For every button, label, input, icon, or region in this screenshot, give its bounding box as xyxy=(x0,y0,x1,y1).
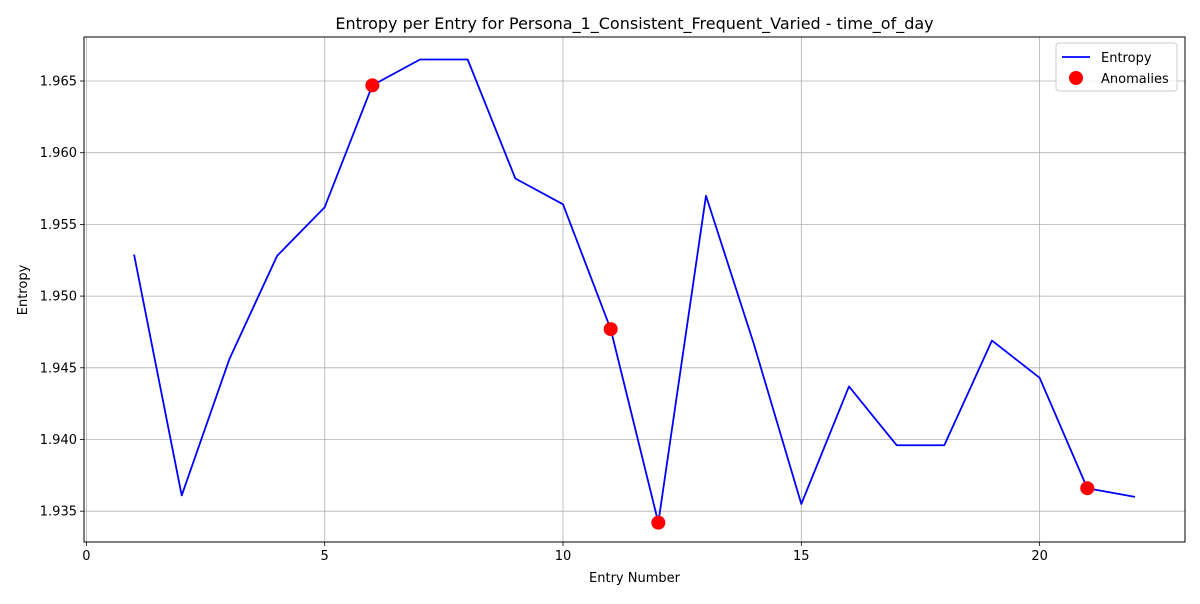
x-axis-label: Entry Number xyxy=(589,571,681,586)
entropy-series-line xyxy=(133,58,1136,524)
legend: Entropy Anomalies xyxy=(1055,42,1178,92)
legend-anomalies-label: Anomalies xyxy=(1101,72,1169,87)
grid-layer xyxy=(84,37,1185,542)
anomaly-point xyxy=(1080,481,1095,496)
series-layer xyxy=(133,58,1136,530)
y-axis-label: Entropy xyxy=(16,264,31,315)
x-tick-label: 5 xyxy=(321,549,329,564)
legend-entropy-label: Entropy xyxy=(1101,51,1152,66)
y-tick-label: 1.940 xyxy=(40,433,77,448)
chart-title: Entropy per Entry for Persona_1_Consiste… xyxy=(335,14,933,34)
x-tick-label: 0 xyxy=(82,549,90,564)
x-tick-label: 15 xyxy=(793,549,810,564)
tick-layer: 0 5 10 15 20 1.935 1.940 1.945 1.950 1.955 1.960 1.… xyxy=(40,75,1048,564)
y-tick-label: 1.935 xyxy=(40,505,77,520)
y-tick-label: 1.965 xyxy=(40,75,77,90)
plot-frame xyxy=(83,36,1186,543)
y-tick-label: 1.950 xyxy=(40,290,77,305)
x-tick-label: 10 xyxy=(555,549,572,564)
y-tick-label: 1.945 xyxy=(40,361,77,376)
y-tick-label: 1.960 xyxy=(40,146,77,161)
anomaly-point xyxy=(365,78,380,93)
x-tick-label: 20 xyxy=(1031,549,1048,564)
anomaly-point xyxy=(603,322,618,337)
y-tick-label: 1.955 xyxy=(40,218,77,233)
legend-anomalies-swatch xyxy=(1069,71,1083,85)
anomaly-point xyxy=(651,515,666,530)
legend-frame xyxy=(1055,42,1178,92)
